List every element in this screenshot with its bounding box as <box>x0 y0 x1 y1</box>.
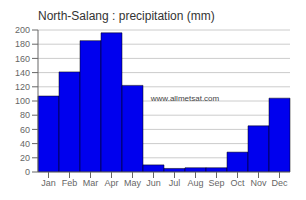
svg-text:Dec: Dec <box>271 178 288 188</box>
svg-text:60: 60 <box>20 125 30 135</box>
svg-text:120: 120 <box>15 82 30 92</box>
svg-text:Mar: Mar <box>83 178 99 188</box>
svg-text:0: 0 <box>25 167 30 177</box>
svg-text:160: 160 <box>15 54 30 64</box>
svg-text:140: 140 <box>15 68 30 78</box>
svg-text:20: 20 <box>20 153 30 163</box>
svg-text:Jul: Jul <box>169 178 181 188</box>
svg-text:200: 200 <box>15 25 30 35</box>
svg-text:Jan: Jan <box>41 178 56 188</box>
svg-text:Jun: Jun <box>146 178 161 188</box>
svg-text:Feb: Feb <box>62 178 78 188</box>
svg-text:100: 100 <box>15 96 30 106</box>
svg-text:Apr: Apr <box>104 178 118 188</box>
html-text:North-Salang : precipitation (: North-Salang : precipitation (mm) <box>38 9 215 23</box>
svg-text:Aug: Aug <box>187 178 203 188</box>
svg-text:40: 40 <box>20 139 30 149</box>
svg-text:Nov: Nov <box>250 178 267 188</box>
svg-text:Oct: Oct <box>230 178 245 188</box>
svg-text:Sep: Sep <box>208 178 224 188</box>
svg-text:180: 180 <box>15 39 30 49</box>
svg-text:May: May <box>124 178 142 188</box>
html-text:www.allmetsat.com: www.allmetsat.com <box>150 93 220 103</box>
svg-text:80: 80 <box>20 110 30 120</box>
